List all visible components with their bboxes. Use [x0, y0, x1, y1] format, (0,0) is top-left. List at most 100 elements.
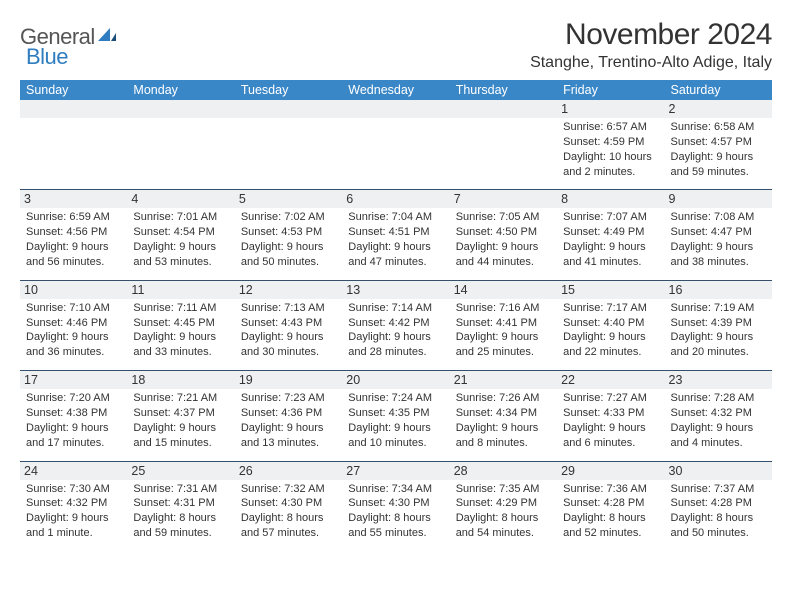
- day-number: 19: [235, 371, 342, 389]
- sunrise: Sunrise: 7:04 AM: [348, 210, 443, 225]
- sunrise: Sunrise: 7:36 AM: [563, 482, 658, 497]
- day-data: Sunrise: 7:20 AMSunset: 4:38 PMDaylight:…: [26, 391, 121, 450]
- sunset: Sunset: 4:46 PM: [26, 316, 121, 331]
- day-cell: 4Sunrise: 7:01 AMSunset: 4:54 PMDaylight…: [127, 190, 234, 280]
- daylight2: and 52 minutes.: [563, 526, 658, 541]
- day-data: Sunrise: 7:28 AMSunset: 4:32 PMDaylight:…: [671, 391, 766, 450]
- day-cell: 21 Sunrise: 7:26 AMSunset: 4:34 PMDayligh…: [450, 371, 557, 461]
- sunset: Sunset: 4:34 PM: [456, 406, 551, 421]
- weekday-header-row: Sunday Monday Tuesday Wednesday Thursday…: [20, 80, 772, 100]
- daylight1: Daylight: 9 hours: [133, 421, 228, 436]
- daylight1: Daylight: 8 hours: [671, 511, 766, 526]
- day-cell: 8Sunrise: 7:07 AMSunset: 4:49 PMDaylight…: [557, 190, 664, 280]
- day-cell: 15Sunrise: 7:17 AMSunset: 4:40 PMDayligh…: [557, 280, 664, 370]
- day-data: Sunrise: 7:37 AMSunset: 4:28 PMDaylight:…: [671, 482, 766, 541]
- sunrise: Sunrise: 6:59 AM: [26, 210, 121, 225]
- daylight2: and 50 minutes.: [241, 255, 336, 270]
- daylight1: Daylight: 9 hours: [563, 240, 658, 255]
- day-number: 5: [235, 190, 342, 208]
- daylight2: and 1 minute.: [26, 526, 121, 541]
- sunrise: Sunrise: 7:24 AM: [348, 391, 443, 406]
- day-data: Sunrise: 7:23 AMSunset: 4:36 PMDaylight:…: [241, 391, 336, 450]
- day-cell: 6Sunrise: 7:04 AMSunset: 4:51 PMDaylight…: [342, 190, 449, 280]
- calendar-body: 1 Sunrise: 6:57 AMSunset: 4:59 PMDaylight…: [20, 100, 772, 551]
- daylight2: and 28 minutes.: [348, 345, 443, 360]
- week-row: 3Sunrise: 6:59 AMSunset: 4:56 PMDaylight…: [20, 190, 772, 280]
- sunrise: Sunrise: 7:34 AM: [348, 482, 443, 497]
- daylight2: and 55 minutes.: [348, 526, 443, 541]
- sunset: Sunset: 4:57 PM: [671, 135, 766, 150]
- day-number: 21: [450, 371, 557, 389]
- dow-tue: Tuesday: [235, 80, 342, 100]
- day-data: Sunrise: 7:14 AMSunset: 4:42 PMDaylight:…: [348, 301, 443, 360]
- sunrise: Sunrise: 7:11 AM: [133, 301, 228, 316]
- sunrise: Sunrise: 7:32 AM: [241, 482, 336, 497]
- day-number: 2: [665, 100, 772, 118]
- day-data: Sunrise: 6:59 AMSunset: 4:56 PMDaylight:…: [26, 210, 121, 269]
- day-cell: 9Sunrise: 7:08 AMSunset: 4:47 PMDaylight…: [665, 190, 772, 280]
- daylight1: Daylight: 9 hours: [348, 330, 443, 345]
- day-data: Sunrise: 7:21 AMSunset: 4:37 PMDaylight:…: [133, 391, 228, 450]
- sunrise: Sunrise: 7:19 AM: [671, 301, 766, 316]
- day-cell: 17Sunrise: 7:20 AMSunset: 4:38 PMDayligh…: [20, 371, 127, 461]
- sunset: Sunset: 4:30 PM: [241, 496, 336, 511]
- day-number: 27: [342, 462, 449, 480]
- day-number: 20: [342, 371, 449, 389]
- sunset: Sunset: 4:28 PM: [563, 496, 658, 511]
- daylight1: Daylight: 9 hours: [26, 330, 121, 345]
- day-cell: 29Sunrise: 7:36 AMSunset: 4:28 PMDayligh…: [557, 461, 664, 551]
- week-row: 24Sunrise: 7:30 AMSunset: 4:32 PMDayligh…: [20, 461, 772, 551]
- day-data: Sunrise: 7:17 AMSunset: 4:40 PMDaylight:…: [563, 301, 658, 360]
- daylight1: Daylight: 9 hours: [241, 330, 336, 345]
- day-data: Sunrise: 7:36 AMSunset: 4:28 PMDaylight:…: [563, 482, 658, 541]
- daylight1: Daylight: 9 hours: [241, 421, 336, 436]
- location: Stanghe, Trentino-Alto Adige, Italy: [530, 54, 772, 72]
- sunset: Sunset: 4:56 PM: [26, 225, 121, 240]
- day-number-empty: [342, 100, 449, 118]
- week-row: 1 Sunrise: 6:57 AMSunset: 4:59 PMDaylight…: [20, 100, 772, 190]
- sunrise: Sunrise: 7:07 AM: [563, 210, 658, 225]
- daylight1: Daylight: 9 hours: [348, 240, 443, 255]
- daylight2: and 17 minutes.: [26, 436, 121, 451]
- sunrise: Sunrise: 7:30 AM: [26, 482, 121, 497]
- sunset: Sunset: 4:43 PM: [241, 316, 336, 331]
- dow-fri: Friday: [557, 80, 664, 100]
- day-cell: 22Sunrise: 7:27 AMSunset: 4:33 PMDayligh…: [557, 371, 664, 461]
- day-cell: 23Sunrise: 7:28 AMSunset: 4:32 PMDayligh…: [665, 371, 772, 461]
- sunrise: Sunrise: 7:37 AM: [671, 482, 766, 497]
- day-data: Sunrise: 7:35 AMSunset: 4:29 PMDaylight:…: [456, 482, 551, 541]
- dow-sun: Sunday: [20, 80, 127, 100]
- daylight1: Daylight: 8 hours: [241, 511, 336, 526]
- daylight2: and 57 minutes.: [241, 526, 336, 541]
- sunrise: Sunrise: 7:27 AM: [563, 391, 658, 406]
- daylight1: Daylight: 9 hours: [241, 240, 336, 255]
- day-cell: 16Sunrise: 7:19 AMSunset: 4:39 PMDayligh…: [665, 280, 772, 370]
- day-data: Sunrise: 6:57 AMSunset: 4:59 PMDaylight:…: [563, 120, 658, 179]
- sunset: Sunset: 4:49 PM: [563, 225, 658, 240]
- sunset: Sunset: 4:35 PM: [348, 406, 443, 421]
- day-cell: 20Sunrise: 7:24 AMSunset: 4:35 PMDayligh…: [342, 371, 449, 461]
- day-cell: [20, 100, 127, 190]
- day-data: Sunrise: 7:26 AMSunset: 4:34 PMDaylight:…: [456, 391, 551, 450]
- day-number: 1: [557, 100, 664, 118]
- daylight1: Daylight: 8 hours: [563, 511, 658, 526]
- day-data: Sunrise: 7:19 AMSunset: 4:39 PMDaylight:…: [671, 301, 766, 360]
- sunrise: Sunrise: 7:16 AM: [456, 301, 551, 316]
- daylight2: and 30 minutes.: [241, 345, 336, 360]
- day-number: 18: [127, 371, 234, 389]
- sunset: Sunset: 4:38 PM: [26, 406, 121, 421]
- day-number: 25: [127, 462, 234, 480]
- daylight2: and 59 minutes.: [671, 165, 766, 180]
- daylight2: and 38 minutes.: [671, 255, 766, 270]
- daylight2: and 54 minutes.: [456, 526, 551, 541]
- dow-sat: Saturday: [665, 80, 772, 100]
- day-data: Sunrise: 7:07 AMSunset: 4:49 PMDaylight:…: [563, 210, 658, 269]
- month-title: November 2024: [530, 18, 772, 52]
- sunrise: Sunrise: 7:21 AM: [133, 391, 228, 406]
- day-cell: 10Sunrise: 7:10 AMSunset: 4:46 PMDayligh…: [20, 280, 127, 370]
- sunset: Sunset: 4:30 PM: [348, 496, 443, 511]
- day-data: Sunrise: 7:13 AMSunset: 4:43 PMDaylight:…: [241, 301, 336, 360]
- title-block: November 2024 Stanghe, Trentino-Alto Adi…: [530, 18, 772, 72]
- daylight2: and 33 minutes.: [133, 345, 228, 360]
- sunrise: Sunrise: 7:31 AM: [133, 482, 228, 497]
